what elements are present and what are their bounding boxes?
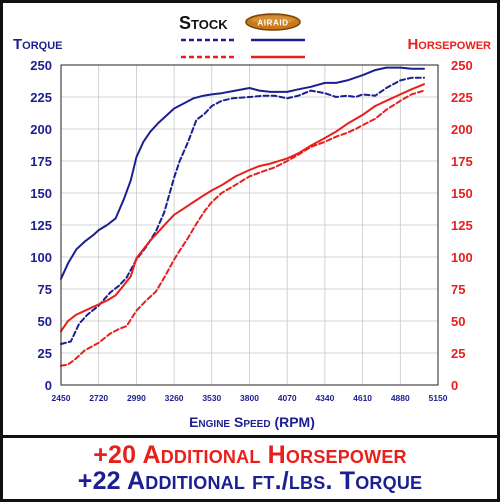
y-left-tick-label: 50: [38, 314, 52, 329]
series-stock-horsepower: [60, 89, 425, 367]
y-right-tick-label: 125: [451, 218, 473, 233]
y-right-tick-label: 0: [451, 378, 458, 393]
legend-stock-label: Stock: [179, 13, 228, 33]
horsepower-gain-text: +20 Additional Horsepower: [93, 441, 407, 469]
x-tick-label: 3260: [165, 393, 184, 403]
torque-gain-text: +22 Additional ft./lbs. Torque: [77, 467, 423, 495]
x-tick-label: 2450: [52, 393, 71, 403]
y-left-tick-label: 175: [30, 154, 52, 169]
y-right-tick-label: 50: [451, 314, 465, 329]
series-lines: [60, 66, 425, 367]
y-right-tick-label: 250: [451, 58, 473, 73]
y-right-tick-label: 150: [451, 186, 473, 201]
airaid-logo-text: AIRAID: [257, 19, 288, 28]
y-left-tick-label: 25: [38, 346, 52, 361]
axis-ticks: 2450 2720 2990 3260 3530 3800 4070 4340 4610 4880…: [30, 58, 472, 403]
x-tick-label: 4070: [278, 393, 297, 403]
y-left-tick-label: 225: [30, 90, 52, 105]
y-axis-left-title: Torque: [13, 36, 63, 53]
dyno-chart: Stock AIRAID Torque Horsepower Engine Sp…: [13, 13, 491, 430]
y-right-tick-label: 75: [451, 282, 465, 297]
x-tick-label: 3800: [240, 393, 259, 403]
y-left-tick-label: 125: [30, 218, 52, 233]
series-airaid-horsepower: [60, 83, 425, 333]
y-right-tick-label: 25: [451, 346, 465, 361]
x-tick-label: 2990: [127, 393, 146, 403]
plot-area-border: [60, 64, 439, 386]
y-right-tick-label: 225: [451, 90, 473, 105]
x-tick-label: 5150: [429, 393, 448, 403]
y-left-tick-label: 150: [30, 186, 52, 201]
x-tick-label: 4610: [353, 393, 372, 403]
footer-divider: [3, 435, 497, 438]
y-right-tick-label: 200: [451, 122, 473, 137]
x-tick-label: 3530: [202, 393, 221, 403]
x-axis-title: Engine Speed (RPM): [189, 414, 315, 430]
y-left-tick-label: 250: [30, 58, 52, 73]
series-airaid-torque: [60, 66, 425, 280]
grid: [60, 64, 439, 386]
y-left-tick-label: 0: [45, 378, 52, 393]
y-right-tick-label: 175: [451, 154, 473, 169]
y-axis-right-title: Horsepower: [407, 36, 491, 53]
x-tick-label: 4880: [391, 393, 410, 403]
x-tick-label: 4340: [315, 393, 334, 403]
y-left-tick-label: 100: [30, 250, 52, 265]
airaid-logo-badge: AIRAID: [245, 13, 301, 31]
series-stock-torque: [60, 76, 425, 345]
x-tick-label: 2720: [89, 393, 108, 403]
y-left-tick-label: 200: [30, 122, 52, 137]
y-left-tick-label: 75: [38, 282, 52, 297]
y-right-tick-label: 100: [451, 250, 473, 265]
